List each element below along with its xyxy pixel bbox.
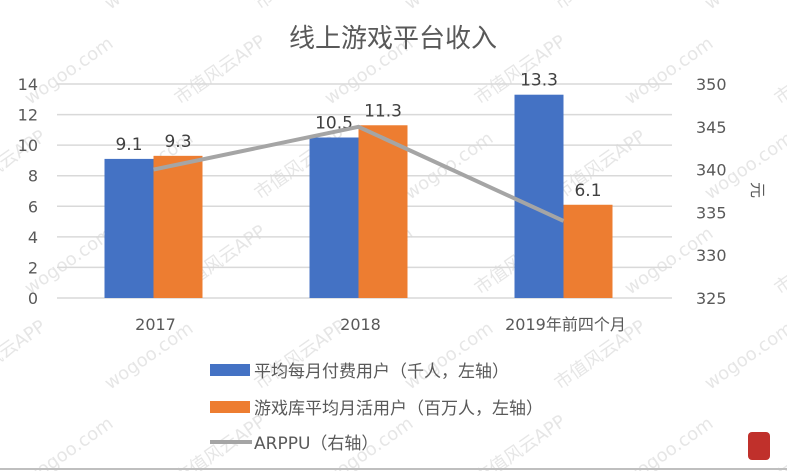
left-tick-label: 10	[18, 136, 38, 155]
watermark-text: wogoo.com	[101, 0, 197, 14]
right-tick-label: 335	[696, 203, 727, 222]
left-tick-label: 0	[28, 289, 38, 308]
watermark-text: 市值风云APP	[171, 31, 270, 109]
left-tick-label: 4	[28, 228, 38, 247]
watermark-text: 市值风云APP	[0, 0, 50, 14]
watermark-text: wogoo.com	[21, 413, 117, 471]
bar-data-label: 13.3	[520, 71, 558, 91]
x-tick-label: 2018	[340, 315, 381, 334]
legend-swatch	[210, 364, 250, 376]
watermark-text: wogoo.com	[21, 33, 117, 109]
bar	[153, 155, 203, 298]
watermark-text: wogoo.com	[621, 413, 717, 471]
watermark-text: 市值风云APP	[551, 0, 650, 14]
watermark-text: 市值风云APP	[0, 316, 50, 394]
right-tick-label: 325	[696, 289, 727, 308]
bar	[358, 125, 408, 299]
legend-label: 游戏库平均月活用户（百万人，左轴）	[254, 399, 543, 419]
chart-title: 线上游戏平台收入	[289, 24, 497, 54]
right-tick-label: 345	[696, 118, 727, 137]
left-tick-label: 6	[28, 197, 38, 216]
bar-data-label: 9.3	[164, 132, 191, 152]
bar	[104, 158, 154, 298]
x-tick-label: 2017	[135, 315, 176, 334]
arppu-line	[153, 124, 565, 223]
right-tick-label: 350	[696, 75, 727, 94]
right-axis-label: 元	[748, 182, 767, 198]
bar-data-label: 9.1	[115, 135, 142, 155]
watermark-text: wogoo.com	[621, 33, 717, 109]
watermark-text: 市值风云APP	[251, 0, 350, 14]
watermark-text: 市值风云APP	[771, 31, 787, 109]
watermark-text: 市值风云APP	[471, 411, 570, 471]
seal-logo	[748, 432, 770, 460]
right-axis-ticks: 325 330 335 340 345 350	[696, 75, 727, 308]
bar	[309, 137, 359, 298]
legend-label: ARPPU（右轴）	[254, 434, 378, 454]
watermark-text: wogoo.com	[401, 128, 497, 204]
left-axis-ticks: 0 2 4 6 8 10 12 14	[18, 75, 38, 308]
x-axis-ticks: 2017 2018 2019年前四个月	[135, 315, 626, 334]
bar-data-label: 6.1	[574, 181, 601, 201]
watermark-text: wogoo.com	[701, 318, 787, 394]
watermark-text: wogoo.com	[401, 0, 497, 14]
bar-data-label: 11.3	[364, 101, 402, 121]
bar	[563, 204, 613, 298]
watermark-text: 市值风云APP	[771, 221, 787, 299]
bars: 9.1 9.310.511.313.36.1	[104, 71, 613, 299]
right-tick-label: 340	[696, 161, 727, 180]
watermark-text: wogoo.com	[701, 0, 787, 14]
x-tick-label: 2019年前四个月	[505, 315, 626, 334]
watermark-text: 市值风云APP	[771, 411, 787, 471]
watermark-text: wogoo.com	[401, 318, 497, 394]
legend: 平均每月付费用户（千人，左轴） 游戏库平均月活用户（百万人，左轴） ARPPU（右轴…	[210, 362, 543, 454]
legend-swatch	[210, 401, 250, 413]
left-tick-label: 12	[18, 106, 38, 125]
left-tick-label: 2	[28, 258, 38, 277]
left-tick-label: 8	[28, 167, 38, 186]
legend-label: 平均每月付费用户（千人，左轴）	[254, 362, 509, 382]
right-tick-label: 330	[696, 246, 727, 265]
left-tick-label: 14	[18, 75, 38, 94]
bar	[514, 94, 564, 298]
watermark-text: 市值风云APP	[251, 316, 350, 394]
